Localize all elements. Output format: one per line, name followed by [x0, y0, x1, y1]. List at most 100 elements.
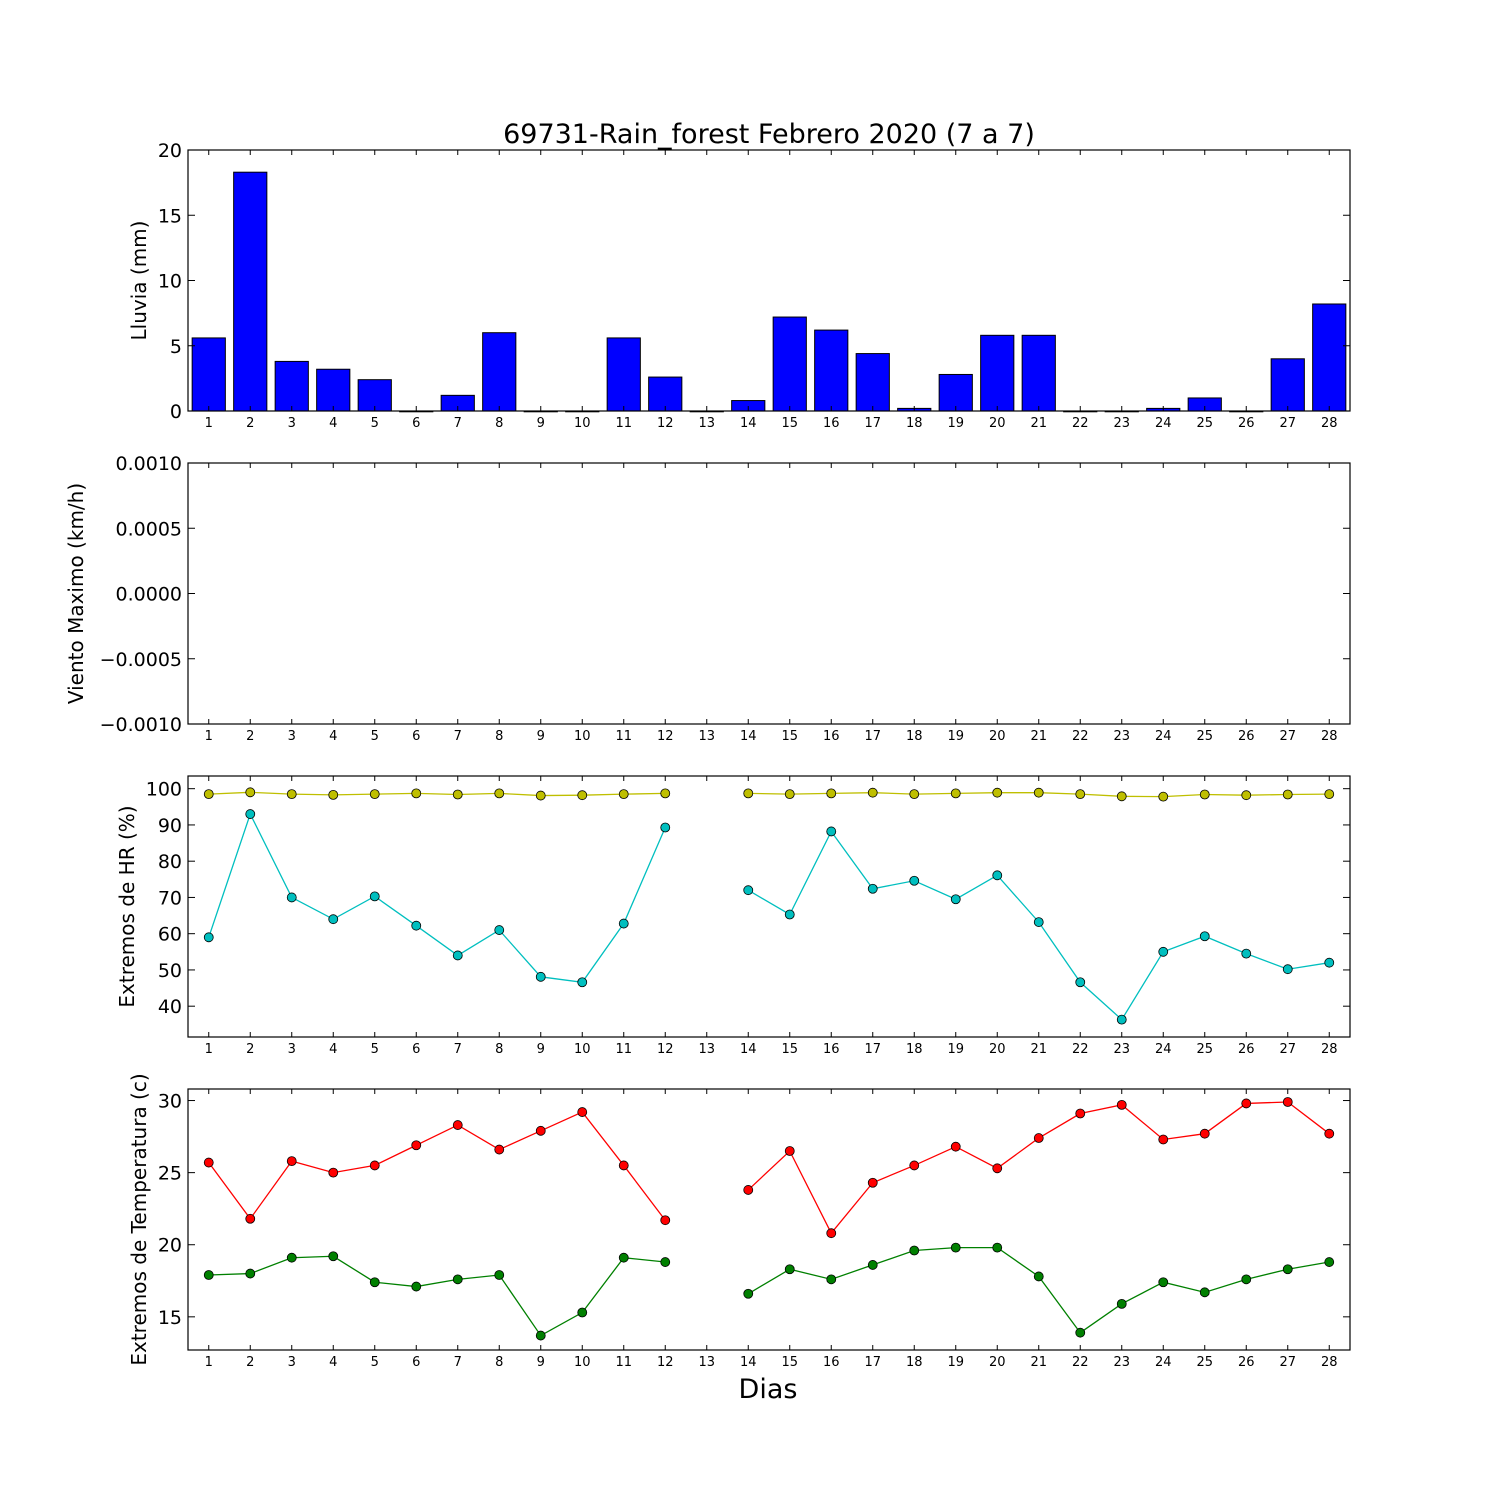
x-tick-label: 26 — [1238, 1355, 1255, 1370]
rain-bar-day-11 — [606, 337, 641, 412]
x-tick-label: 24 — [1155, 1042, 1172, 1057]
data-point-day-28 — [1324, 1128, 1335, 1139]
x-tick-label: 21 — [1030, 1042, 1047, 1057]
x-tick-label: 10 — [574, 729, 591, 744]
data-point-day-16 — [826, 788, 837, 799]
data-point-day-24 — [1158, 946, 1169, 957]
data-point-day-18 — [909, 875, 920, 886]
data-point-day-2 — [245, 809, 256, 819]
data-point-day-5 — [369, 1160, 380, 1171]
data-point-day-2 — [245, 787, 256, 798]
x-tick-label: 24 — [1155, 416, 1172, 431]
x-tick-label: 1 — [205, 729, 213, 744]
x-tick-label: 18 — [906, 729, 923, 744]
y-tick-label: 20 — [158, 1235, 182, 1257]
x-tick-label: 17 — [864, 729, 881, 744]
data-point-day-26 — [1241, 790, 1252, 801]
rain-bar-day-8 — [482, 332, 517, 412]
data-point-day-14 — [743, 885, 754, 896]
data-point-day-8 — [494, 1270, 505, 1280]
data-point-day-11 — [618, 789, 629, 800]
data-point-day-23 — [1116, 1298, 1127, 1309]
x-tick-label: 21 — [1030, 416, 1047, 431]
data-point-day-7 — [452, 789, 463, 800]
x-tick-label: 27 — [1279, 1355, 1296, 1370]
data-point-day-28 — [1324, 789, 1335, 800]
x-tick-label: 4 — [329, 1355, 337, 1370]
data-point-day-16 — [826, 1274, 837, 1285]
data-point-day-22 — [1075, 1108, 1086, 1119]
data-point-day-18 — [909, 1160, 920, 1171]
x-tick-label: 13 — [698, 729, 715, 744]
data-point-day-10 — [577, 1307, 588, 1318]
data-point-day-15 — [784, 1146, 795, 1156]
y-tick-label: −0.0005 — [100, 649, 182, 671]
data-point-day-14 — [743, 788, 754, 799]
y-axis-label: Viento Maximo (km/h) — [64, 483, 88, 704]
data-point-day-1 — [203, 1270, 214, 1280]
y-tick-label: 60 — [158, 924, 182, 946]
data-point-day-20 — [992, 787, 1003, 798]
x-tick-label: 21 — [1030, 729, 1047, 744]
y-tick-label: 50 — [158, 960, 182, 982]
x-tick-label: 20 — [989, 1355, 1006, 1370]
x-tick-label: 16 — [823, 416, 840, 431]
series-line-segment-1 — [208, 812, 666, 983]
rain-bar-day-12 — [648, 376, 683, 412]
x-tick-label: 11 — [615, 1042, 632, 1057]
data-point-day-1 — [203, 932, 214, 943]
x-tick-label: 26 — [1238, 1042, 1255, 1057]
x-tick-label: 14 — [740, 1355, 757, 1370]
x-tick-label: 2 — [246, 1042, 254, 1057]
data-point-day-20 — [992, 870, 1003, 881]
data-point-day-26 — [1241, 948, 1252, 959]
data-point-day-12 — [660, 1257, 671, 1267]
data-point-day-6 — [411, 920, 422, 931]
y-tick-label: 15 — [158, 1307, 182, 1329]
x-tick-label: 10 — [574, 416, 591, 431]
x-tick-label: 1 — [205, 1355, 213, 1370]
x-tick-label: 15 — [781, 416, 798, 431]
data-point-day-6 — [411, 788, 422, 799]
x-tick-label: 11 — [615, 729, 632, 744]
rain-bar-day-3 — [274, 360, 309, 412]
rain-bar-day-21 — [1021, 334, 1056, 412]
x-tick-label: 9 — [537, 1042, 545, 1057]
x-tick-label: 20 — [989, 1042, 1006, 1057]
x-tick-label: 4 — [329, 416, 337, 431]
data-point-day-25 — [1199, 1128, 1210, 1139]
x-tick-label: 28 — [1321, 416, 1338, 431]
chart-title: 69731-Rain_forest Febrero 2020 (7 a 7) — [503, 119, 1035, 150]
x-tick-label: 24 — [1155, 729, 1172, 744]
subplot-3: 1 2 3 4 5 6 7 8 9 10 11 12 13 14 15 16 17 18 19 20 21 22 23 24 2… — [115, 775, 1351, 1057]
x-tick-label: 11 — [615, 416, 632, 431]
x-tick-label: 13 — [698, 1355, 715, 1370]
data-point-day-23 — [1116, 791, 1127, 802]
series-2 — [203, 1242, 1335, 1341]
rain-bar-day-17 — [855, 353, 890, 412]
data-point-day-23 — [1116, 1099, 1127, 1110]
y-tick-label: 25 — [158, 1163, 182, 1185]
data-point-day-21 — [1033, 1133, 1044, 1143]
series-1 — [203, 1097, 1335, 1239]
x-tick-label: 22 — [1072, 1042, 1089, 1057]
rain-bar-day-28 — [1312, 303, 1347, 412]
data-point-day-12 — [660, 788, 671, 799]
x-tick-label: 15 — [781, 729, 798, 744]
x-tick-label: 25 — [1196, 1042, 1213, 1057]
y-tick-label: 40 — [158, 996, 182, 1018]
data-point-day-22 — [1075, 1327, 1086, 1338]
x-tick-label: 11 — [615, 1355, 632, 1370]
x-tick-label: 6 — [412, 1042, 420, 1057]
series-line-segment-1 — [208, 1255, 666, 1337]
data-point-day-27 — [1282, 789, 1293, 800]
data-point-day-3 — [286, 892, 297, 903]
x-tick-label: 10 — [574, 1042, 591, 1057]
data-point-day-12 — [660, 1215, 671, 1226]
x-tick-label: 6 — [412, 1355, 420, 1370]
x-tick-label: 12 — [657, 729, 674, 744]
x-tick-label: 19 — [947, 1042, 964, 1057]
subplot-2: 1 2 3 4 5 6 7 8 9 10 11 12 13 14 15 16 17 18 19 20 21 22 23 24 2… — [64, 453, 1351, 744]
x-tick-label: 14 — [740, 416, 757, 431]
